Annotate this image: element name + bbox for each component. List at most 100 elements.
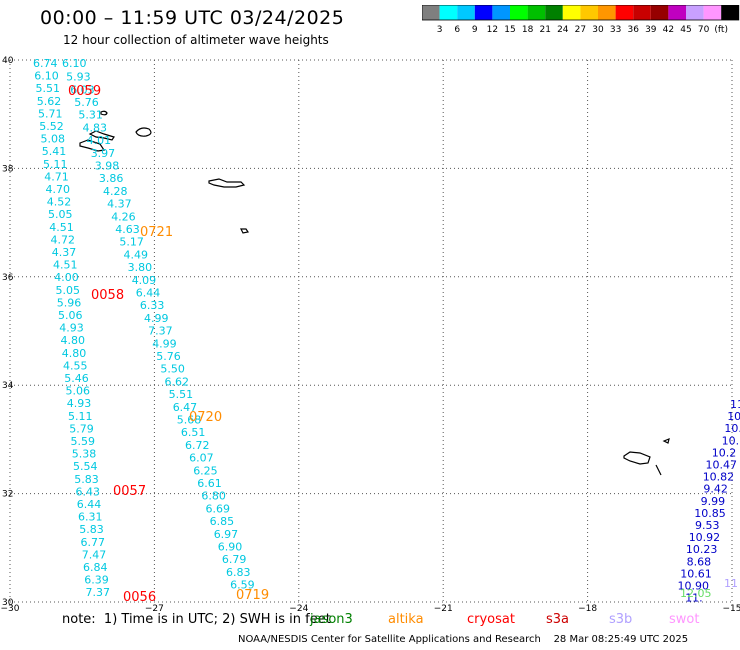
colorbar-swatch: [457, 5, 475, 20]
colorbar-tick-label: 9: [472, 25, 478, 35]
colorbar-swatch: [492, 5, 510, 20]
wave-height-value: 7.37: [148, 325, 173, 338]
wave-height-value: 4.01: [87, 134, 112, 147]
colorbar-tick-label: 42: [663, 25, 674, 35]
island-outline: [208, 178, 246, 188]
map-title: 00:00 – 11:59 UTC 03/24/2025: [40, 7, 345, 29]
colorbar-tick-label: 21: [539, 25, 550, 35]
satellite-legend-item: swot: [669, 612, 700, 627]
wave-height-value: 11: [730, 398, 740, 411]
wave-height-value: 10.: [722, 434, 740, 447]
wave-height-value: 6.69: [206, 502, 231, 515]
wave-height-value: 3.98: [95, 160, 120, 173]
wave-height-value: 5.11: [68, 410, 93, 423]
wave-height-value: 7.47: [82, 548, 107, 561]
wave-height-value: 6.44: [136, 287, 161, 300]
latitude-tick-label: 30: [2, 598, 14, 608]
satellite-legend-item: altika: [388, 612, 424, 627]
wave-height-value: 5.41: [42, 145, 67, 158]
wave-height-value: 6.74: [33, 57, 58, 70]
wave-height-value: 4.70: [46, 183, 71, 196]
wave-height-value: 6.10: [62, 57, 87, 70]
wave-height-value: 11.: [685, 592, 703, 605]
wave-height-value: 5.59: [71, 435, 96, 448]
wave-height-value: 10.85: [694, 507, 726, 520]
wave-height-value: 10.61: [680, 567, 712, 580]
colorbar-swatch: [474, 5, 493, 20]
wave-height-value: 9.99: [701, 495, 726, 508]
colorbar-tick-label: 39: [645, 25, 657, 35]
wave-height-value: 6.90: [218, 541, 243, 554]
wave-height-value: 5.71: [38, 107, 63, 120]
wave-height-value: 3.80: [128, 261, 153, 274]
wave-height-colorbar: 3 6 9 12 15 18 21 24 27 30 33 36 39 42 45 70 (ft): [422, 5, 740, 35]
wave-height-value: 10.92: [689, 531, 721, 544]
wave-height-value: 6.43: [76, 485, 101, 498]
wave-height-value: 4.80: [62, 347, 87, 360]
latitude-tick-label: 32: [2, 490, 13, 500]
wave-height-value: 6.77: [81, 536, 106, 549]
wave-height-value: 5.96: [57, 296, 82, 309]
pass-time-label: 0719: [236, 588, 269, 603]
wave-height-value: 6.85: [210, 515, 235, 528]
wave-height-value: 4.55: [63, 359, 88, 372]
colorbar-swatch: [545, 5, 563, 20]
wave-height-value: 5.93: [66, 71, 91, 84]
wave-height-value: 5.17: [119, 236, 143, 249]
colorbar-swatch: [422, 5, 440, 20]
wave-height-value: 9.53: [695, 519, 720, 532]
wave-height-value: 4.49: [124, 248, 149, 261]
colorbar-tick-label: 36: [627, 25, 639, 35]
wave-height-value: 5.46: [64, 372, 89, 385]
colorbar-tick-label: 24: [557, 25, 569, 35]
wave-height-value: 4.37: [52, 246, 77, 259]
longitude-tick-label: −30: [1, 604, 20, 614]
wave-height-value: 6.39: [84, 574, 109, 587]
island-outline: [135, 127, 152, 137]
island-outlines: [79, 110, 670, 476]
map-subtitle: 12 hour collection of altimeter wave hei…: [63, 33, 329, 47]
island-outline: [655, 464, 662, 476]
colorbar-swatch: [703, 5, 722, 20]
wave-height-value: 5.06: [58, 309, 83, 322]
wave-height-value: 4.93: [67, 397, 92, 410]
wave-height-value: 4.28: [103, 185, 128, 198]
colorbar-tick-label: 70: [698, 25, 710, 35]
latitude-tick-label: 34: [2, 381, 14, 391]
colorbar-swatch: [686, 5, 704, 20]
colorbar-swatch: [439, 5, 458, 20]
altimeter-tracks: 6.746.105.515.625.715.525.085.415.114.71…: [33, 57, 740, 605]
wave-height-value: 10.2: [712, 446, 737, 459]
wave-height-value: 6.72: [185, 439, 210, 452]
colorbar-tick-label: 30: [592, 25, 604, 35]
wave-height-value: 4.00: [54, 271, 79, 284]
wave-height-value: 4.52: [47, 196, 72, 209]
pass-time-label: 0721: [140, 225, 173, 240]
colorbar-tick-label: 15: [504, 25, 515, 35]
colorbar-swatch: [650, 5, 669, 20]
wave-height-value: 4.99: [152, 337, 177, 350]
longitude-tick-label: −24: [289, 604, 308, 614]
wave-height-value: 5.51: [36, 82, 61, 95]
wave-height-value: 5.31: [78, 109, 103, 122]
longitude-tick-label: −15: [723, 604, 740, 614]
wave-height-value: 6.44: [77, 498, 102, 511]
wave-height-value: 5.11: [43, 158, 68, 171]
wave-height-value: 6.07: [189, 452, 214, 465]
lat-lon-grid: [9, 59, 733, 603]
wave-height-value: 4.93: [59, 322, 84, 335]
wave-height-value: 5.51: [169, 388, 194, 401]
wave-height-value: 4.51: [49, 221, 74, 234]
wave-height-value: 6.10: [34, 70, 59, 83]
wave-height-value: 10.82: [703, 471, 735, 484]
colorbar-tick-label: 3: [437, 25, 443, 35]
colorbar-swatch: [510, 5, 528, 20]
axis-tick-labels: −30 −27 −24 −21 −18 −15 30 32 34 36 38 40: [1, 56, 740, 614]
wave-height-value: 5.50: [160, 363, 185, 376]
colorbar-tick-label: 45: [680, 25, 691, 35]
wave-height-value: 4.83: [83, 121, 108, 134]
colorbar-tick-label: 18: [522, 25, 534, 35]
longitude-tick-label: −27: [145, 604, 164, 614]
wave-height-value: 10.90: [678, 580, 710, 593]
wave-height-value: 11: [724, 577, 738, 590]
